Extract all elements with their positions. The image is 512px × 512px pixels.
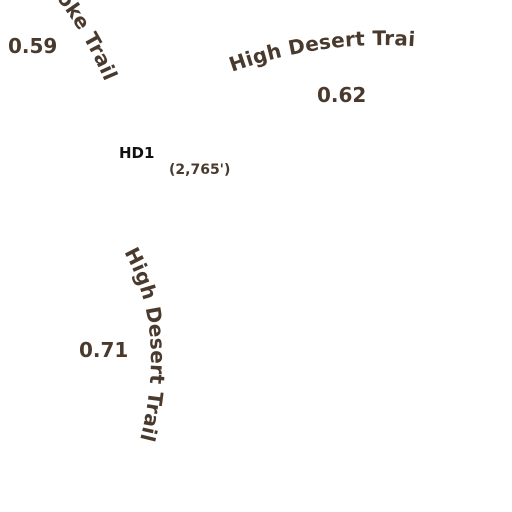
waypoint-label: HD1 [119,144,154,162]
distance-label: 0.71 [79,338,128,362]
distance-label: 0.62 [317,83,366,107]
distance-label: 0.59 [8,34,57,58]
waypoint-elevation: (2,765') [169,162,230,178]
